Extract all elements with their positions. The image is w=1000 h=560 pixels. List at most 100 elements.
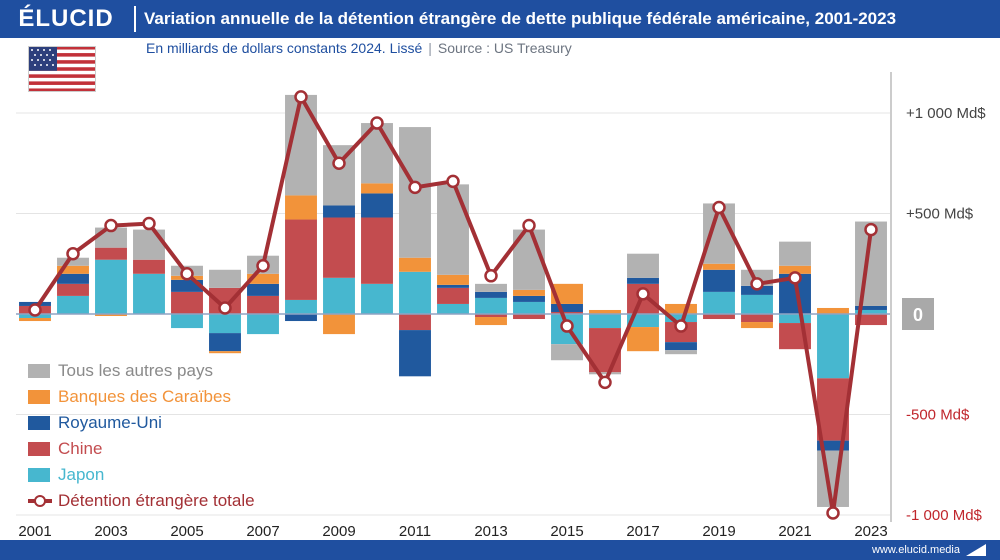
total-point-2015 [560, 319, 574, 333]
zero-label-box [902, 298, 934, 330]
bar-royaume_uni-2023 [855, 305, 887, 310]
total-point-2013 [484, 269, 498, 283]
total-point-2011 [408, 180, 422, 195]
elucid-logo[interactable]: ÉLUCID [18, 5, 114, 32]
bar-royaume_uni-2019 [703, 269, 735, 292]
total-point-2009 [332, 156, 346, 170]
x-tick-label: 2023 [854, 523, 887, 540]
legend-label-total: Détention étrangère totale [58, 491, 255, 510]
bar-autres-2013 [475, 283, 507, 292]
bar-caraibes-2017 [627, 327, 659, 352]
footer-url-link[interactable]: www.elucid.media [871, 544, 960, 556]
legend-item-caraibes: Banques des Caraïbes [28, 384, 255, 410]
total-point-2021 [788, 271, 802, 285]
bar-japon-2013 [475, 297, 507, 314]
subtitle-separator: | [428, 40, 432, 56]
bar-chine-2008 [285, 219, 317, 300]
bar-caraibes-2010 [361, 183, 393, 194]
legend-label-japon: Japon [58, 465, 105, 484]
y-tick-label: -1 000 Md$ [906, 507, 983, 524]
legend-item-autres: Tous les autres pays [28, 358, 255, 384]
bar-autres-2015 [551, 344, 583, 361]
legend-swatch-caraibes [28, 390, 50, 404]
bar-autres-2017 [627, 253, 659, 278]
us-flag-icon [28, 46, 96, 92]
total-point-2003 [104, 218, 118, 233]
legend-item-japon: Japon [28, 462, 255, 488]
bar-chine-2015 [551, 311, 583, 314]
bar-chine-2005 [171, 291, 203, 314]
legend-label-royaume-uni: Royaume-Uni [58, 413, 162, 432]
legend-swatch-japon [28, 468, 50, 482]
axes: +1 000 Md$ +500 Md$ 0 -500 Md$ -1 000 Md$ 200… [18, 72, 986, 540]
total-point-2014 [522, 218, 536, 233]
bar-japon-2018 [665, 314, 697, 323]
bar-chine-2023 [855, 314, 887, 326]
bar-chine-2007 [247, 295, 279, 314]
total-point-2022 [826, 506, 840, 520]
bar-royaume_uni-2012 [437, 284, 469, 288]
total-point-2005 [180, 267, 194, 281]
bar-chine-2012 [437, 287, 469, 304]
bar-royaume_uni-2008 [285, 314, 317, 322]
legend-marker-total [34, 495, 46, 507]
bar-japon-2005 [171, 314, 203, 329]
bar-caraibes-2016 [589, 309, 621, 314]
legend: Tous les autres pays Banques des Caraïbe… [28, 358, 255, 514]
legend-swatch-royaume-uni [28, 416, 50, 430]
bar-royaume_uni-2015 [551, 303, 583, 312]
footer-bar: www.elucid.media [0, 540, 1000, 560]
bar-chine-2009 [323, 217, 355, 278]
bar-autres-2022 [817, 450, 849, 507]
bar-royaume_uni-2018 [665, 342, 697, 351]
total-point-2017 [636, 287, 650, 301]
legend-label-chine: Chine [58, 439, 103, 458]
bar-caraibes-2015 [551, 283, 583, 304]
total-point-2023 [864, 222, 878, 237]
bar-japon-2012 [437, 303, 469, 314]
bar-caraibes-2011 [399, 257, 431, 272]
legend-label-autres: Tous les autres pays [58, 361, 213, 380]
bar-japon-2020 [741, 294, 773, 314]
bar-chine-2004 [133, 259, 165, 274]
bar-chine-2014 [513, 314, 545, 320]
x-tick-label: 2011 [399, 523, 431, 540]
bar-chine-2010 [361, 217, 393, 284]
chart-title: Variation annuelle de la détention étran… [144, 9, 897, 28]
total-point-2020 [750, 277, 764, 291]
elucid-arrow-icon [966, 544, 986, 556]
bar-japon-2022 [817, 314, 849, 379]
total-point-2018 [674, 319, 688, 333]
total-point-2010 [370, 116, 384, 130]
bar-caraibes-2022 [817, 307, 849, 314]
total-point-2007 [256, 259, 270, 273]
bar-caraibes-2013 [475, 317, 507, 326]
y-tick-label: 0 [913, 305, 923, 325]
bar-japon-2006 [209, 314, 241, 334]
x-tick-label: 2019 [702, 523, 735, 540]
bar-caraibes-2003 [95, 314, 127, 317]
bar-japon-2010 [361, 283, 393, 314]
x-tick-label: 2005 [170, 523, 203, 540]
total-line [28, 90, 878, 520]
total-point-2016 [598, 375, 612, 390]
bar-autres-2018 [665, 350, 697, 355]
x-tick-label: 2015 [550, 523, 583, 540]
y-tick-label: +1 000 Md$ [906, 105, 986, 122]
bar-caraibes-2021 [779, 265, 811, 274]
bar-royaume_uni-2022 [817, 440, 849, 451]
bar-japon-2003 [95, 259, 127, 314]
bar-caraibes-2018 [665, 303, 697, 314]
total-point-2008 [294, 90, 308, 104]
x-tick-label: 2013 [474, 523, 507, 540]
bar-chine-2013 [475, 314, 507, 318]
bar-caraibes-2001 [19, 318, 51, 322]
bar-autres-2004 [133, 229, 165, 260]
bar-japon-2007 [247, 314, 279, 335]
bar-autres-2006 [209, 269, 241, 288]
x-tick-label: 2003 [94, 523, 127, 540]
bar-japon-2019 [703, 291, 735, 314]
title-bar: ÉLUCID Variation annuelle de la détentio… [0, 0, 1000, 38]
